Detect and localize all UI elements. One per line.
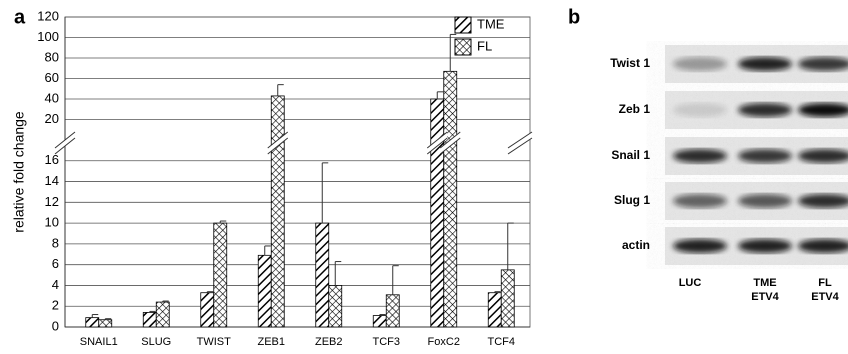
figure: a relative fold change 0 2 4 6 8 10 12 14 16 20 40…	[0, 0, 848, 354]
blot-band	[738, 239, 792, 253]
panel-label: b	[568, 6, 580, 28]
bar	[99, 320, 112, 327]
y-tick-label: 100	[37, 29, 59, 44]
blot-row-label: Twist 1	[610, 56, 650, 70]
y-axis-label: relative fold change	[11, 111, 27, 233]
x-tick-label: TCF4	[488, 336, 516, 348]
bar	[329, 285, 342, 327]
page: a relative fold change 0 2 4 6 8 10 12 14 16 20 40…	[0, 0, 848, 354]
bar	[316, 223, 329, 327]
blot-row-label: Slug 1	[614, 193, 650, 207]
bar	[156, 302, 169, 327]
plot-frame	[65, 17, 530, 327]
y-tick-label: 8	[52, 235, 59, 250]
y-tick-label: 60	[45, 70, 59, 85]
y-tick-label: 6	[52, 256, 59, 271]
x-tick-label: SNAIL1	[80, 336, 118, 348]
x-tick-label: TWIST	[197, 336, 231, 348]
y-tick-label: 120	[37, 8, 59, 23]
y-tick-label: 80	[45, 49, 59, 64]
legend-label: TME	[477, 16, 505, 31]
bar	[501, 270, 514, 327]
bar	[258, 255, 271, 327]
blot-lane-label: ETV4	[811, 291, 839, 303]
blot-lane-label: FL	[818, 277, 832, 289]
bar	[444, 71, 457, 327]
blot-row-label: actin	[622, 238, 650, 252]
y-tick-label: 14	[45, 173, 59, 188]
y-tick-label: 40	[45, 90, 59, 105]
blot-band	[738, 149, 792, 163]
x-tick-label: ZEB1	[257, 336, 285, 348]
y-tick-label: 20	[45, 111, 59, 126]
blot-band	[738, 103, 792, 117]
blot-band	[673, 239, 727, 253]
y-tick-label: 16	[45, 152, 59, 167]
bar	[271, 96, 284, 327]
legend-swatch	[455, 39, 471, 55]
blot-lane-label: ETV4	[751, 291, 779, 303]
y-tick-label: 12	[45, 194, 59, 209]
y-tick-label: 4	[52, 277, 59, 292]
x-tick-label: ZEB2	[315, 336, 343, 348]
bar	[86, 318, 99, 327]
bar	[214, 223, 227, 327]
blot-band	[738, 57, 792, 71]
bar	[386, 295, 399, 327]
y-tick-label: 10	[45, 215, 59, 230]
bar	[373, 316, 386, 327]
panel-label: a	[14, 6, 26, 28]
y-tick-label: 0	[52, 318, 59, 333]
bar	[488, 293, 501, 327]
y-tick-label: 2	[52, 298, 59, 313]
blot-row-label: Snail 1	[611, 148, 650, 162]
blot-row-label: Zeb 1	[619, 102, 651, 116]
blot-lane-label: LUC	[679, 277, 702, 289]
x-tick-label: FoxC2	[428, 336, 460, 348]
western-blot: Twist 1 Zeb 1 Snail 1 Slug 1 actin LUC TME ETV4…	[610, 45, 848, 303]
blot-band	[738, 194, 792, 208]
legend-label: FL	[477, 38, 492, 53]
bar	[143, 312, 156, 327]
blot-band	[673, 57, 727, 71]
blot-lane-label: TME	[753, 277, 776, 289]
plot: 0 2 4 6 8 10 12 14 16 20 40 60 80 100 120 SNAIL1 SLUG TWI…	[37, 8, 532, 347]
bar	[431, 99, 444, 327]
x-tick-label: TCF3	[373, 336, 401, 348]
blot-band	[673, 103, 727, 117]
bar	[201, 293, 214, 327]
x-tick-label: SLUG	[141, 336, 171, 348]
blot-band	[673, 149, 727, 163]
legend-swatch	[455, 17, 471, 33]
blot-band	[673, 194, 727, 208]
